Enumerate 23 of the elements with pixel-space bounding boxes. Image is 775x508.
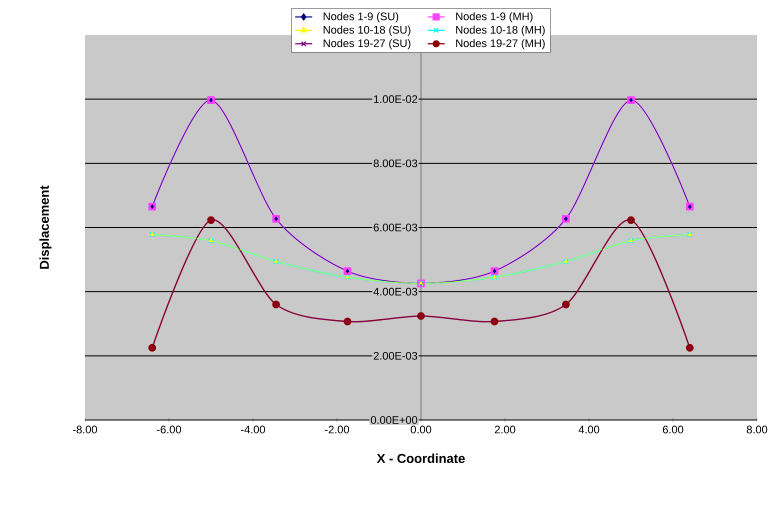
y-tick-label: 1.00E-02 [374, 95, 418, 104]
legend-label: Nodes 1-9 (MH) [456, 12, 533, 22]
x-tick-label: -4.00 [240, 426, 266, 434]
y-tick-label: 0.00E+00 [370, 416, 418, 424]
x-tick-label: 2.00 [494, 426, 516, 434]
legend-label: Nodes 10-18 (MH) [456, 26, 545, 36]
y-tick-label: 4.00E-03 [373, 288, 418, 296]
legend-label: Nodes 10-18 (SU) [324, 26, 410, 36]
x-tick-label: -8.00 [72, 426, 98, 434]
x-tick-label: -6.00 [156, 426, 182, 434]
legend-label: Nodes 1-9 (SU) [324, 12, 398, 22]
y-tick-label: 8.00E-03 [374, 159, 418, 168]
x-tick-label: -2.00 [324, 426, 350, 434]
x-axis-title: X - Coordinate [376, 454, 465, 464]
y-axis-title: Displacement [39, 186, 52, 269]
x-tick-label: 4.00 [578, 426, 600, 434]
legend-label: Nodes 19-27 (SU) [324, 39, 410, 50]
x-tick-label: 0.00 [410, 426, 432, 434]
y-tick-label: 6.00E-03 [374, 224, 418, 232]
y-tick-label: 2.00E-03 [374, 352, 418, 360]
x-tick-label: 6.00 [662, 426, 684, 434]
legend-label: Nodes 19-27 (MH) [456, 39, 545, 50]
x-tick-label: 8.00 [746, 426, 768, 434]
